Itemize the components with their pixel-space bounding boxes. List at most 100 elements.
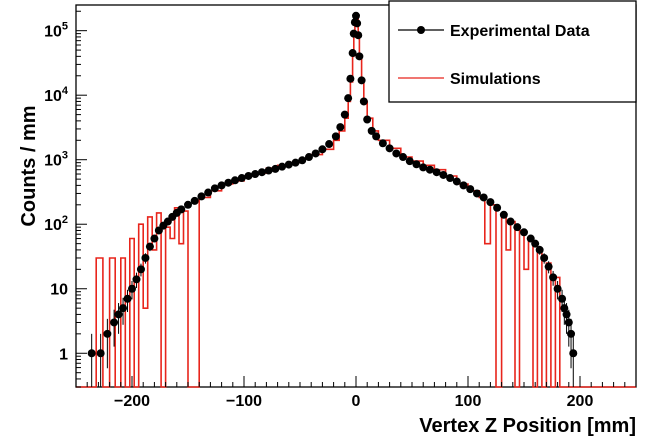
data-point xyxy=(553,284,562,293)
simulations-line xyxy=(76,14,636,388)
data-point xyxy=(405,157,414,166)
data-point xyxy=(291,158,300,167)
legend-experimental-marker xyxy=(417,26,425,34)
x-axis-title: Vertex Z Position [mm] xyxy=(419,415,636,436)
data-point xyxy=(204,188,213,197)
y-tick-label: 103 xyxy=(44,150,68,170)
data-point xyxy=(486,198,495,207)
legend-experimental-label: Experimental Data xyxy=(450,23,590,40)
data-point xyxy=(278,162,287,171)
data-point xyxy=(399,153,408,162)
data-point xyxy=(540,253,549,262)
data-point xyxy=(425,165,434,174)
data-point xyxy=(419,163,428,172)
data-point xyxy=(110,318,119,327)
data-point xyxy=(513,223,522,232)
data-point xyxy=(472,189,481,198)
data-point xyxy=(520,228,528,237)
data-point xyxy=(217,181,226,190)
data-point xyxy=(567,329,576,338)
data-point xyxy=(392,149,401,158)
x-tick-label: 200 xyxy=(567,393,594,410)
simulations-series xyxy=(76,14,636,388)
data-point xyxy=(325,140,334,149)
data-point xyxy=(346,74,355,83)
data-point xyxy=(271,164,280,173)
data-point xyxy=(372,132,381,141)
data-point xyxy=(499,210,508,219)
data-point xyxy=(479,193,488,202)
y-tick-label: 1 xyxy=(59,346,68,363)
y-tick-label: 10 xyxy=(50,282,68,299)
y-axis-ticks: 1 10 102 103 104 105 xyxy=(44,10,87,388)
data-point xyxy=(558,294,567,303)
data-point xyxy=(114,310,123,319)
x-axis-ticks: −200 −100 0 100 200 xyxy=(75,376,637,410)
data-point xyxy=(177,205,186,214)
data-point xyxy=(353,19,362,28)
data-point xyxy=(549,273,558,282)
data-point xyxy=(432,168,441,177)
y-tick-label: 104 xyxy=(44,85,69,105)
data-point xyxy=(544,262,553,271)
data-point xyxy=(119,304,128,313)
legend-box xyxy=(388,0,637,103)
data-point xyxy=(251,170,260,179)
experimental-series xyxy=(87,11,578,387)
data-point xyxy=(466,185,475,194)
data-point xyxy=(569,349,578,358)
y-tick-label: 105 xyxy=(44,21,68,41)
data-point xyxy=(87,349,96,358)
data-point xyxy=(304,153,313,162)
data-point xyxy=(363,115,372,124)
data-point xyxy=(344,94,353,103)
data-point xyxy=(123,294,132,303)
data-point xyxy=(452,177,461,186)
x-tick-label: −100 xyxy=(226,393,262,410)
data-point xyxy=(132,275,141,284)
data-point xyxy=(298,156,307,165)
data-point xyxy=(355,52,364,61)
data-point xyxy=(128,284,136,293)
data-point xyxy=(331,132,340,141)
data-point xyxy=(354,31,363,40)
data-point xyxy=(531,239,540,248)
data-point xyxy=(446,174,455,183)
data-point xyxy=(367,126,376,135)
data-point xyxy=(96,349,105,358)
data-point xyxy=(318,145,327,154)
data-point xyxy=(284,160,293,169)
data-point xyxy=(336,123,345,132)
data-point xyxy=(264,166,273,175)
legend-simulations-label: Simulations xyxy=(450,71,541,88)
data-point xyxy=(311,149,320,158)
legend: Experimental Data Simulations xyxy=(388,0,637,103)
data-point xyxy=(257,168,266,177)
x-tick-label: 100 xyxy=(455,393,482,410)
data-point xyxy=(359,97,368,106)
data-point xyxy=(197,192,206,201)
data-point xyxy=(352,11,360,20)
data-point xyxy=(535,245,544,254)
data-point xyxy=(439,170,448,179)
data-point xyxy=(136,265,145,274)
data-point xyxy=(244,171,253,180)
data-point xyxy=(385,144,394,153)
data-point xyxy=(459,181,468,190)
data-point xyxy=(145,242,154,251)
data-point xyxy=(562,310,571,319)
data-point xyxy=(564,318,573,327)
data-point xyxy=(378,139,387,148)
data-point xyxy=(340,110,349,119)
data-point xyxy=(224,178,233,187)
y-axis-title: Counts / mm xyxy=(18,105,40,226)
data-point xyxy=(231,176,240,185)
data-point xyxy=(357,76,366,85)
x-tick-label: 0 xyxy=(352,393,361,410)
data-point xyxy=(493,203,502,212)
data-point xyxy=(184,200,192,209)
data-point xyxy=(506,217,515,226)
data-point xyxy=(190,196,199,205)
data-point xyxy=(141,253,150,262)
